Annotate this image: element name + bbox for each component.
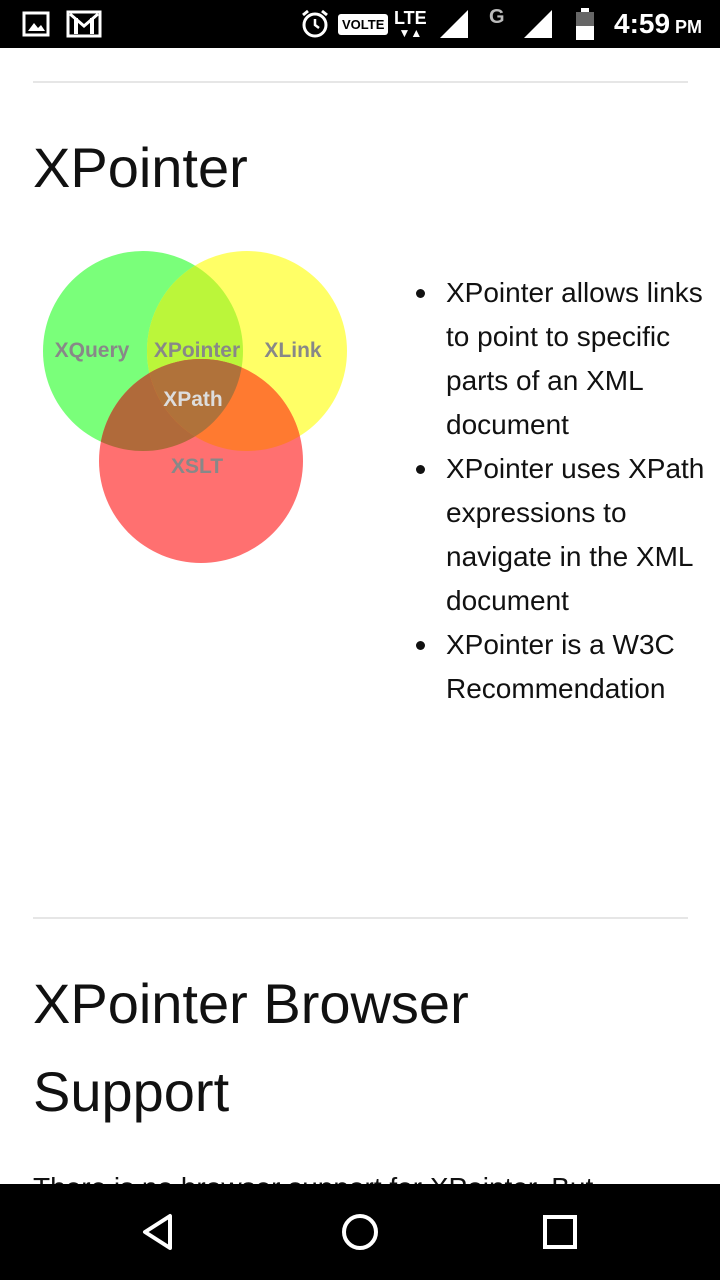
navigation-bar xyxy=(0,1184,720,1280)
g-network-icon: G xyxy=(489,6,505,28)
gmail-icon xyxy=(66,0,102,48)
divider xyxy=(33,81,688,83)
recents-icon[interactable] xyxy=(528,1200,592,1264)
browser-support-paragraph: There is no browser support for XPointer… xyxy=(33,1172,593,1184)
venn-diagram: XQuery XPointer XLink XPath XSLT xyxy=(43,251,347,563)
back-icon[interactable] xyxy=(128,1200,192,1264)
status-bar: VOLTE LTE ▼▲ G 4:59 PM xyxy=(0,0,720,48)
home-icon[interactable] xyxy=(328,1200,392,1264)
xpointer-bullet-list: XPointer allows links to point to specif… xyxy=(410,271,710,711)
list-item: XPointer is a W3C Recommendation xyxy=(410,623,710,711)
battery-icon xyxy=(574,0,596,48)
venn-label-xpointer: XPointer xyxy=(154,339,240,362)
list-item: XPointer uses XPath expressions to navig… xyxy=(410,447,710,623)
alarm-icon xyxy=(300,0,330,48)
gallery-icon xyxy=(22,0,50,48)
clock: 4:59 PM xyxy=(614,8,703,39)
signal-icon xyxy=(438,0,470,48)
section-title-browser-support-line2: Support xyxy=(33,1060,230,1123)
venn-label-xlink: XLink xyxy=(264,339,321,362)
page-content[interactable]: XPointer XQuery XPointer XLink XPath XSL… xyxy=(0,48,720,1184)
venn-label-xpath: XPath xyxy=(163,388,223,411)
venn-overlap-green-red xyxy=(99,359,243,451)
venn-label-xslt: XSLT xyxy=(171,455,223,478)
venn-label-xquery: XQuery xyxy=(55,339,130,362)
lte-icon: LTE ▼▲ xyxy=(394,8,427,40)
volte-badge: VOLTE xyxy=(338,0,389,48)
signal-icon-2 xyxy=(522,0,554,48)
divider xyxy=(33,917,688,919)
list-item: XPointer allows links to point to specif… xyxy=(410,271,710,447)
section-title-xpointer: XPointer xyxy=(33,136,248,199)
section-title-browser-support-line1: XPointer Browser xyxy=(33,972,469,1035)
